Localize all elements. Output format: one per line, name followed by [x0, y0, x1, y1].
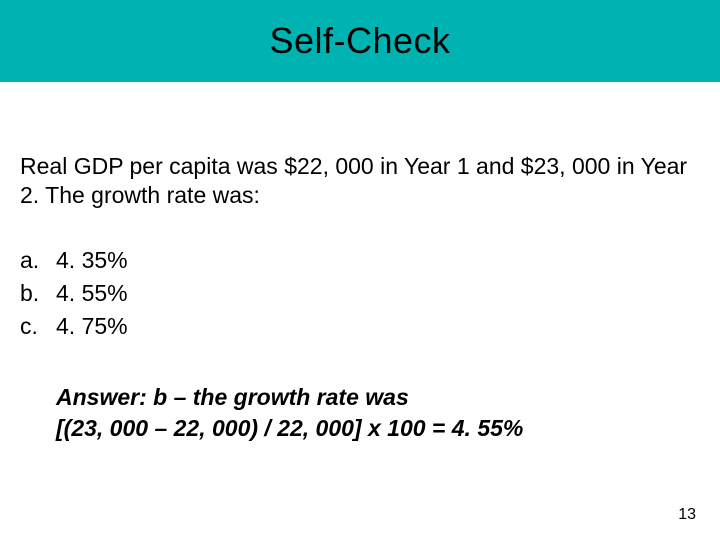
question-text: Real GDP per capita was $22, 000 in Year… [20, 152, 700, 210]
option-row: a. 4. 35% [20, 244, 700, 277]
option-letter: c. [20, 310, 56, 343]
content-area: Real GDP per capita was $22, 000 in Year… [0, 152, 720, 444]
option-text: 4. 35% [56, 244, 128, 277]
option-text: 4. 75% [56, 310, 128, 343]
option-row: c. 4. 75% [20, 310, 700, 343]
answer-line-1: Answer: b – the growth rate was [56, 382, 700, 413]
option-letter: b. [20, 277, 56, 310]
header-band: Self-Check [0, 0, 720, 82]
options-list: a. 4. 35% b. 4. 55% c. 4. 75% [20, 244, 700, 344]
answer-block: Answer: b – the growth rate was [(23, 00… [56, 382, 700, 444]
option-row: b. 4. 55% [20, 277, 700, 310]
page-number: 13 [678, 506, 696, 524]
slide-title: Self-Check [269, 20, 450, 62]
answer-line-2: [(23, 000 – 22, 000) / 22, 000] x 100 = … [56, 413, 700, 444]
option-text: 4. 55% [56, 277, 128, 310]
option-letter: a. [20, 244, 56, 277]
